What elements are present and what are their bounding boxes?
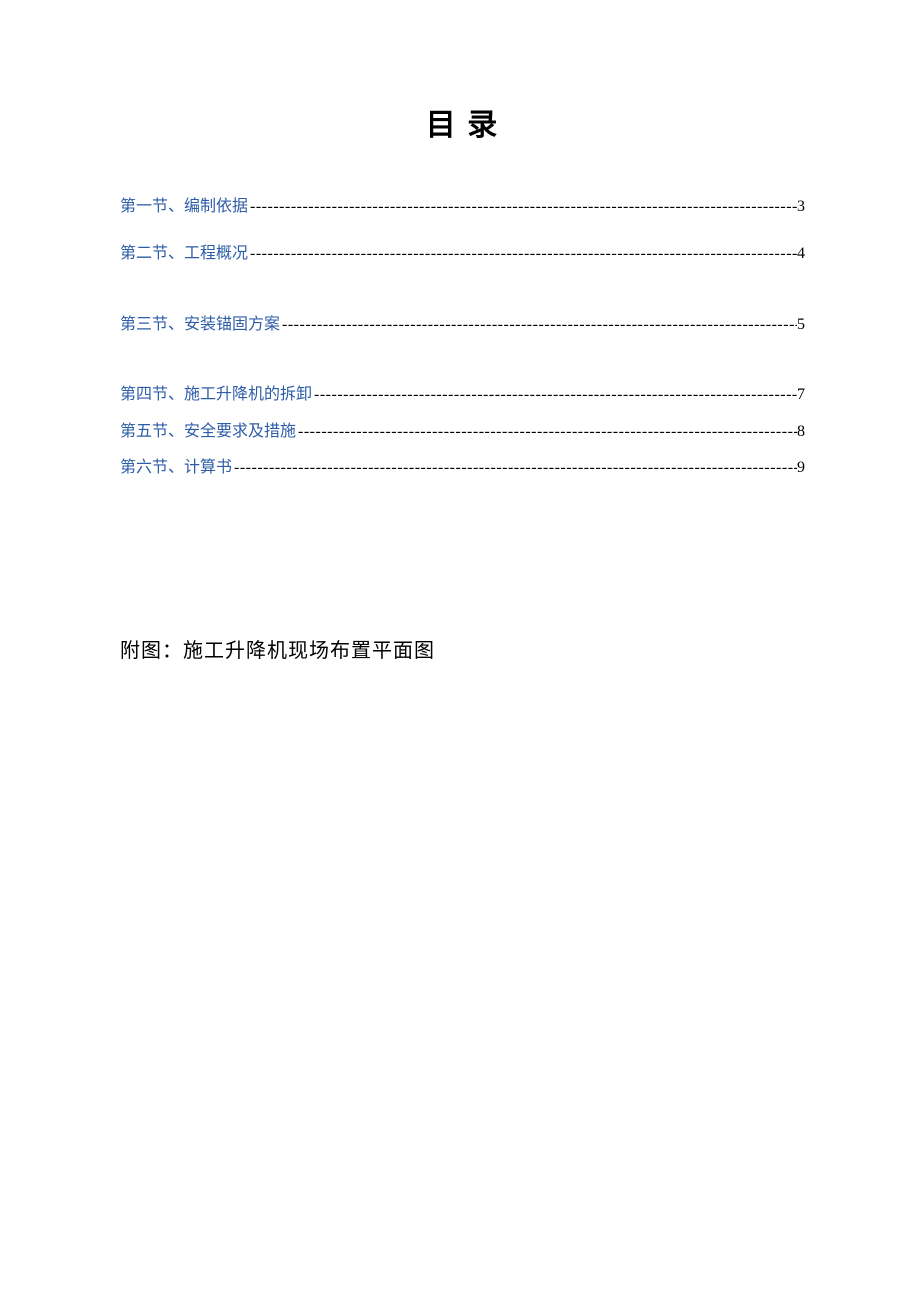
toc-leader: ----------------------------------------… [296,421,797,443]
toc-page-number: 3 [797,196,805,218]
toc-page-number: 4 [797,243,805,265]
toc-page-number: 5 [797,314,805,336]
toc-link[interactable]: 第五节、安全要求及措施 [120,421,296,443]
toc-entry: 第一节、编制依据--------------------------------… [120,196,805,218]
appendix-note: 附图：施工升降机现场布置平面图 [120,634,805,663]
toc-entry: 第六节、计算书---------------------------------… [120,457,805,479]
toc-link[interactable]: 第二节、工程概况 [120,243,248,265]
toc-page-number: 7 [797,384,805,406]
toc-leader: ----------------------------------------… [232,457,797,479]
page-title: 目 录 [120,100,805,144]
toc-leader: ----------------------------------------… [248,243,797,265]
toc-link[interactable]: 第一节、编制依据 [120,196,248,218]
toc-entry: 第三节、安装锚固方案------------------------------… [120,314,805,336]
toc-entry: 第四节、施工升降机的拆卸----------------------------… [120,384,805,406]
toc-page-number: 9 [797,457,805,479]
toc-leader: ----------------------------------------… [280,314,797,336]
toc-link[interactable]: 第三节、安装锚固方案 [120,314,280,336]
toc-link[interactable]: 第四节、施工升降机的拆卸 [120,384,312,406]
toc-page-number: 8 [797,421,805,443]
toc-link[interactable]: 第六节、计算书 [120,457,232,479]
toc-entry: 第二节、工程概况--------------------------------… [120,243,805,265]
toc-leader: ----------------------------------------… [312,384,797,406]
table-of-contents: 第一节、编制依据--------------------------------… [120,196,805,479]
toc-leader: ----------------------------------------… [248,196,797,218]
toc-entry: 第五节、安全要求及措施-----------------------------… [120,421,805,443]
